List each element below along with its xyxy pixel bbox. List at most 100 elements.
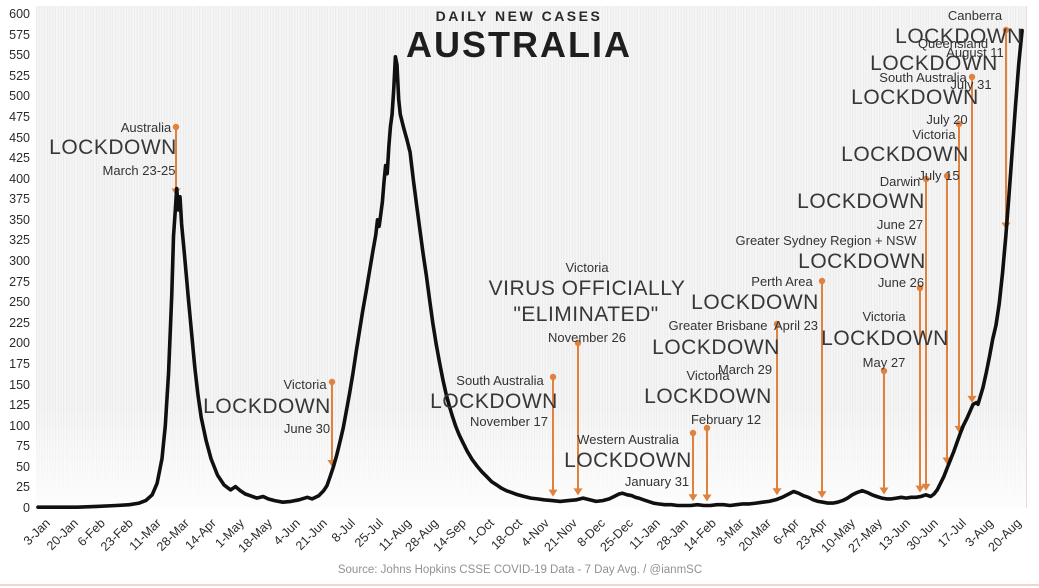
annotation-arrowhead <box>915 485 925 493</box>
annotation-event-label: LOCKDOWN <box>870 52 998 75</box>
annotation-event-label: LOCKDOWN <box>841 143 969 166</box>
annotation-region-label: Greater Brisbane <box>668 318 768 333</box>
annotation-event-label: VIRUS OFFICIALLY <box>488 277 686 300</box>
annotation-region-label: Western Australia <box>577 432 679 447</box>
annotation-event-label: LOCKDOWN <box>851 86 979 109</box>
annotation-arrowhead <box>921 483 931 491</box>
annotation-date-label: March 29 <box>717 362 773 377</box>
annotation-arrowhead <box>573 488 583 496</box>
y-tick-label: 125 <box>9 398 30 413</box>
annotation-event-label: "ELIMINATED" <box>513 303 659 326</box>
annotation-arrowhead <box>772 488 782 496</box>
y-tick-label: 0 <box>23 501 30 515</box>
y-tick-label: 275 <box>9 274 30 289</box>
annotation-date-label: January 31 <box>624 474 690 489</box>
annotation-date-label: June 30 <box>283 421 331 436</box>
chart-title: AUSTRALIA <box>406 24 632 65</box>
annotation-region-label: Victoria <box>283 377 327 392</box>
annotation-arrow-dot <box>968 73 976 81</box>
annotation-arrowhead <box>688 494 698 502</box>
y-tick-label: 300 <box>9 254 30 268</box>
y-tick-label: 100 <box>9 418 30 433</box>
annotation-arrow-dot <box>773 320 781 328</box>
annotation-arrow-dot <box>689 429 697 437</box>
annotation-event-label: LOCKDOWN <box>203 395 331 418</box>
cases-line <box>36 28 1024 510</box>
y-tick-label: 500 <box>9 89 30 104</box>
y-tick-label: 325 <box>9 233 30 248</box>
y-tick-label: 250 <box>9 295 30 310</box>
annotation-arrow-dot <box>955 120 963 128</box>
source-credit: Source: Johns Hopkins CSSE COVID-19 Data… <box>337 564 703 576</box>
plot-right-border <box>1026 6 1027 508</box>
annotation-region-label: Queensland <box>917 36 989 51</box>
annotation-region-label: Victoria <box>686 368 730 383</box>
annotation-date-label: June 26 <box>877 275 925 290</box>
annotation-event-label: LOCKDOWN <box>49 136 177 159</box>
annotation-region-label: Victoria <box>565 260 609 275</box>
y-tick-label: 425 <box>9 151 30 166</box>
annotation-region-label: South Australia <box>879 70 967 85</box>
annotation-arrow-dot <box>818 277 826 285</box>
y-tick-label: 50 <box>16 459 30 474</box>
y-tick-label: 400 <box>9 171 30 186</box>
annotation-region-label: Australia <box>120 120 172 135</box>
y-tick-label: 375 <box>9 192 30 207</box>
annotation-event-label: LOCKDOWN <box>430 390 558 413</box>
y-tick-label: 75 <box>16 439 30 454</box>
annotation-arrow-dot <box>328 378 336 386</box>
annotation-event-label: LOCKDOWN <box>644 385 772 408</box>
annotation-date-label: May 27 <box>862 355 906 370</box>
annotation-region-label: Darwin <box>879 174 921 189</box>
annotation-date-label: November 17 <box>469 414 549 429</box>
annotation-region-label: Canberra <box>947 8 1003 23</box>
annotation-date-label: April 23 <box>773 318 819 333</box>
y-tick-label: 150 <box>9 377 30 392</box>
annotation-date-label: November 26 <box>547 330 627 345</box>
annotation-event-label: LOCKDOWN <box>798 250 926 273</box>
annotation-region-label: Perth Area <box>751 274 813 289</box>
annotation-date-label: July 31 <box>950 77 992 92</box>
annotation-region-label: South Australia <box>456 373 544 388</box>
annotation-arrow-dot <box>922 175 930 183</box>
annotation-date-label: June 27 <box>876 217 924 232</box>
y-tick-label: 450 <box>9 130 30 145</box>
annotation-arrow-dot <box>1002 26 1010 34</box>
annotation-arrow-dot <box>880 367 888 375</box>
annotation-arrowhead <box>817 491 827 499</box>
annotation-arrow-dot <box>703 424 711 432</box>
annotation-arrow-dot <box>172 123 180 131</box>
annotation-event-label: LOCKDOWN <box>797 190 925 213</box>
y-tick-label: 25 <box>16 480 30 495</box>
annotation-event-label: LOCKDOWN <box>895 25 1023 48</box>
annotation-arrowhead <box>879 487 889 495</box>
annotation-region-label: Greater Sydney Region + NSW <box>735 233 917 248</box>
annotation-arrowhead <box>548 489 558 497</box>
annotation-region-label: Victoria <box>912 127 956 142</box>
annotation-event-label: LOCKDOWN <box>652 336 780 359</box>
y-tick-label: 575 <box>9 27 30 42</box>
chart-subtitle: DAILY NEW CASES <box>435 8 603 24</box>
y-tick-label: 550 <box>9 48 30 63</box>
y-tick-label: 175 <box>9 356 30 371</box>
annotation-event-label: LOCKDOWN <box>564 449 692 472</box>
annotation-arrow-dot <box>574 339 582 347</box>
y-tick-label: 475 <box>9 109 30 124</box>
annotation-arrow-dot <box>943 172 951 180</box>
y-tick-label: 600 <box>9 7 30 21</box>
annotation-arrowhead <box>702 494 712 502</box>
annotation-date-label: July 20 <box>926 112 968 127</box>
y-tick-label: 200 <box>9 336 30 351</box>
annotation-event-label: LOCKDOWN <box>821 327 949 350</box>
annotation-date-label: July 15 <box>918 168 960 183</box>
bottom-accent-line <box>0 584 1039 586</box>
annotation-arrow-dot <box>916 284 924 292</box>
annotation-date-label: February 12 <box>690 412 762 427</box>
annotation-arrowhead <box>967 395 977 403</box>
y-tick-label: 225 <box>9 315 30 330</box>
y-tick-label: 525 <box>9 68 30 83</box>
annotation-arrow-dot <box>549 373 557 381</box>
annotation-date-label: March 23-25 <box>102 163 176 178</box>
